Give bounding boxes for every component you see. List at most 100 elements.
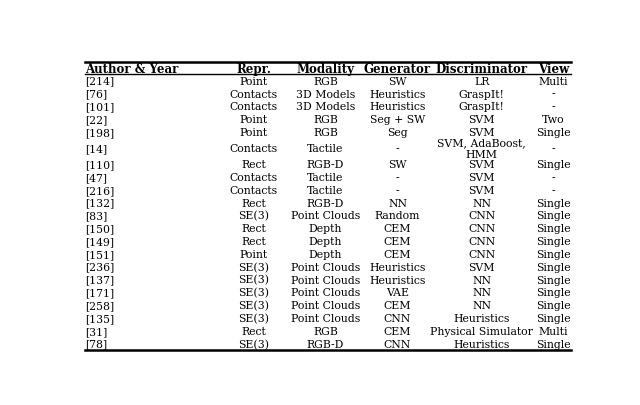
Text: Contacts: Contacts bbox=[230, 102, 278, 112]
Text: Point Clouds: Point Clouds bbox=[291, 275, 360, 285]
Text: RGB-D: RGB-D bbox=[307, 198, 344, 208]
Text: Heuristics: Heuristics bbox=[369, 262, 426, 272]
Text: [110]: [110] bbox=[85, 160, 114, 170]
Text: Heuristics: Heuristics bbox=[369, 102, 426, 112]
Text: -: - bbox=[396, 144, 399, 153]
Text: SE(3): SE(3) bbox=[238, 275, 269, 285]
Text: SE(3): SE(3) bbox=[238, 211, 269, 221]
Text: -: - bbox=[552, 102, 556, 112]
Text: Single: Single bbox=[536, 313, 571, 323]
Text: Point: Point bbox=[239, 249, 268, 259]
Text: CNN: CNN bbox=[468, 211, 495, 221]
Text: NN: NN bbox=[388, 198, 407, 208]
Text: Generator: Generator bbox=[364, 62, 431, 75]
Text: SW: SW bbox=[388, 77, 406, 87]
Text: GraspIt!: GraspIt! bbox=[459, 89, 505, 99]
Text: Tactile: Tactile bbox=[307, 144, 344, 153]
Text: Two: Two bbox=[542, 115, 565, 125]
Text: [132]: [132] bbox=[85, 198, 114, 208]
Text: SE(3): SE(3) bbox=[238, 288, 269, 298]
Text: CNN: CNN bbox=[468, 224, 495, 234]
Text: Single: Single bbox=[536, 237, 571, 247]
Text: Depth: Depth bbox=[309, 237, 342, 247]
Text: SE(3): SE(3) bbox=[238, 300, 269, 311]
Text: Single: Single bbox=[536, 288, 571, 298]
Text: [78]: [78] bbox=[85, 339, 107, 349]
Text: NN: NN bbox=[472, 275, 492, 285]
Text: Depth: Depth bbox=[309, 224, 342, 234]
Text: [214]: [214] bbox=[85, 77, 114, 87]
Text: [76]: [76] bbox=[85, 89, 107, 99]
Text: SVM: SVM bbox=[468, 128, 495, 138]
Text: Discriminator: Discriminator bbox=[436, 62, 528, 75]
Text: CNN: CNN bbox=[384, 339, 411, 349]
Text: Seg: Seg bbox=[387, 128, 408, 138]
Text: Rect: Rect bbox=[241, 224, 266, 234]
Text: [171]: [171] bbox=[85, 288, 114, 298]
Text: Rect: Rect bbox=[241, 160, 266, 170]
Text: [135]: [135] bbox=[85, 313, 114, 323]
Text: Point Clouds: Point Clouds bbox=[291, 211, 360, 221]
Text: SVM: SVM bbox=[468, 185, 495, 195]
Text: Modality: Modality bbox=[296, 62, 355, 75]
Text: Rect: Rect bbox=[241, 198, 266, 208]
Text: Heuristics: Heuristics bbox=[369, 89, 426, 99]
Text: Single: Single bbox=[536, 339, 571, 349]
Text: CEM: CEM bbox=[384, 326, 411, 336]
Text: Point: Point bbox=[239, 77, 268, 87]
Text: RGB-D: RGB-D bbox=[307, 160, 344, 170]
Text: Author & Year: Author & Year bbox=[85, 62, 179, 75]
Text: Single: Single bbox=[536, 128, 571, 138]
Text: [83]: [83] bbox=[85, 211, 108, 221]
Text: SVM: SVM bbox=[468, 115, 495, 125]
Text: Random: Random bbox=[375, 211, 420, 221]
Text: CEM: CEM bbox=[384, 301, 411, 310]
Text: Point Clouds: Point Clouds bbox=[291, 262, 360, 272]
Text: SVM: SVM bbox=[468, 262, 495, 272]
Text: [31]: [31] bbox=[85, 326, 108, 336]
Text: SVM, AdaBoost,
HMM: SVM, AdaBoost, HMM bbox=[437, 138, 526, 160]
Text: SVM: SVM bbox=[468, 160, 495, 170]
Text: Rect: Rect bbox=[241, 237, 266, 247]
Text: CEM: CEM bbox=[384, 224, 411, 234]
Text: -: - bbox=[552, 185, 556, 195]
Text: Single: Single bbox=[536, 224, 571, 234]
Text: Multi: Multi bbox=[539, 326, 568, 336]
Text: [101]: [101] bbox=[85, 102, 114, 112]
Text: Point Clouds: Point Clouds bbox=[291, 288, 360, 298]
Text: 3D Models: 3D Models bbox=[296, 89, 355, 99]
Text: NN: NN bbox=[472, 288, 492, 298]
Text: CEM: CEM bbox=[384, 249, 411, 259]
Text: Contacts: Contacts bbox=[230, 173, 278, 183]
Text: [236]: [236] bbox=[85, 262, 114, 272]
Text: Tactile: Tactile bbox=[307, 173, 344, 183]
Text: LR: LR bbox=[474, 77, 490, 87]
Text: VAE: VAE bbox=[386, 288, 409, 298]
Text: [47]: [47] bbox=[85, 173, 107, 183]
Text: SE(3): SE(3) bbox=[238, 339, 269, 349]
Text: Point: Point bbox=[239, 115, 268, 125]
Text: CNN: CNN bbox=[468, 249, 495, 259]
Text: Single: Single bbox=[536, 249, 571, 259]
Text: Point Clouds: Point Clouds bbox=[291, 313, 360, 323]
Text: Single: Single bbox=[536, 262, 571, 272]
Text: Tactile: Tactile bbox=[307, 185, 344, 195]
Text: [151]: [151] bbox=[85, 249, 114, 259]
Text: RGB: RGB bbox=[313, 115, 338, 125]
Text: SW: SW bbox=[388, 160, 406, 170]
Text: SE(3): SE(3) bbox=[238, 262, 269, 272]
Text: [149]: [149] bbox=[85, 237, 114, 247]
Text: NN: NN bbox=[472, 301, 492, 310]
Text: Heuristics: Heuristics bbox=[454, 313, 510, 323]
Text: SVM: SVM bbox=[468, 173, 495, 183]
Text: Heuristics: Heuristics bbox=[369, 275, 426, 285]
Text: 3D Models: 3D Models bbox=[296, 102, 355, 112]
Text: Single: Single bbox=[536, 198, 571, 208]
Text: -: - bbox=[396, 185, 399, 195]
Text: -: - bbox=[396, 173, 399, 183]
Text: [216]: [216] bbox=[85, 185, 114, 195]
Text: Point: Point bbox=[239, 128, 268, 138]
Text: CNN: CNN bbox=[384, 313, 411, 323]
Text: Rect: Rect bbox=[241, 326, 266, 336]
Text: -: - bbox=[552, 144, 556, 153]
